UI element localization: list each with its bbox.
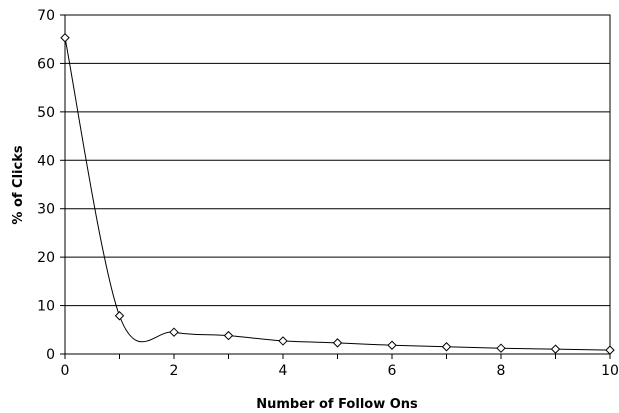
x-tick-label: 4 xyxy=(279,363,288,379)
data-point-marker xyxy=(60,33,70,43)
y-tick-label: 20 xyxy=(37,250,55,266)
y-axis-ticks: 0 10 20 30 40 50 60 70 xyxy=(37,8,65,363)
gridlines xyxy=(65,62,610,307)
data-point-marker xyxy=(550,344,561,354)
y-tick-label: 70 xyxy=(37,8,55,24)
x-axis-ticks: 0 2 4 6 8 10 xyxy=(61,354,619,379)
y-tick-label: 10 xyxy=(37,299,55,315)
x-tick-label: 8 xyxy=(497,363,506,379)
data-point-marker xyxy=(387,340,397,350)
data-point-marker xyxy=(114,311,125,321)
x-tick-label: 0 xyxy=(61,363,70,379)
y-axis-title: % of Clicks xyxy=(11,145,26,224)
x-tick-label: 6 xyxy=(388,363,397,379)
y-tick-label: 50 xyxy=(37,105,55,121)
y-tick-label: 60 xyxy=(37,56,55,72)
plot-area xyxy=(64,14,611,355)
x-tick-label: 2 xyxy=(170,363,179,379)
data-point-marker xyxy=(223,330,234,341)
x-tick-label: 10 xyxy=(601,363,619,379)
data-point-marker xyxy=(605,345,615,355)
data-point-marker xyxy=(278,336,288,346)
data-point-marker xyxy=(496,343,506,353)
data-point-marker xyxy=(169,327,179,337)
series-line xyxy=(64,37,611,351)
data-point-marker xyxy=(332,338,343,348)
x-axis-title: Number of Follow Ons xyxy=(256,397,418,412)
y-tick-label: 30 xyxy=(37,202,55,218)
data-point-marker xyxy=(441,342,452,352)
y-tick-label: 0 xyxy=(46,347,55,363)
data-markers xyxy=(60,33,615,355)
y-tick-label: 40 xyxy=(37,153,55,169)
